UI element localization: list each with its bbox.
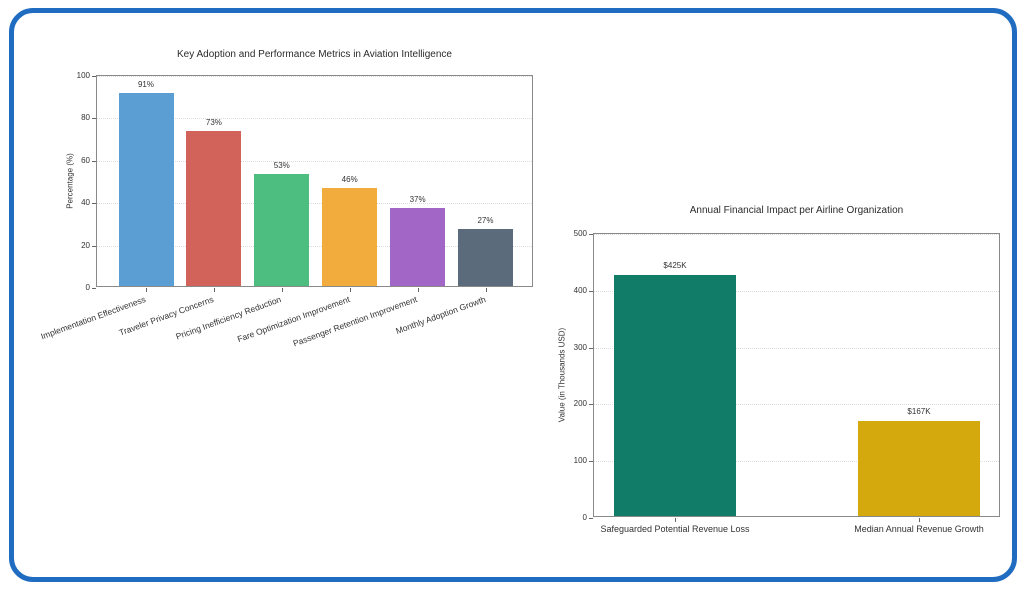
y-tick-label: 200 bbox=[573, 399, 587, 409]
gridline-y-400 bbox=[594, 290, 999, 292]
bar-value-label: 46% bbox=[341, 175, 358, 185]
bar-2 bbox=[254, 173, 310, 286]
bar-4 bbox=[390, 207, 446, 286]
y-tick-label: 500 bbox=[573, 229, 587, 238]
y-tick-mark bbox=[92, 203, 96, 205]
y-tick-mark bbox=[589, 461, 593, 463]
bar-5 bbox=[458, 228, 513, 286]
y-tick-mark bbox=[589, 234, 593, 235]
x-tick-mark bbox=[349, 288, 351, 292]
x-tick-mark bbox=[146, 288, 147, 292]
bar-value-label: 53% bbox=[273, 160, 290, 170]
chart-title: Key Adoption and Performance Metrics in … bbox=[177, 49, 452, 60]
y-tick-label: 0 bbox=[85, 283, 90, 292]
y-tick-label: 400 bbox=[573, 285, 587, 295]
bar-value-label: $425K bbox=[663, 260, 687, 270]
y-tick-mark bbox=[92, 288, 96, 289]
bar-3 bbox=[322, 188, 378, 286]
x-category-label: Median Annual Revenue Growth bbox=[854, 524, 984, 534]
y-tick-label: 80 bbox=[81, 113, 90, 123]
x-tick-mark bbox=[417, 288, 419, 292]
y-tick-label: 100 bbox=[573, 456, 587, 466]
gridline-y-40 bbox=[97, 203, 532, 205]
gridline-y-300 bbox=[594, 347, 999, 349]
gridline-y-100 bbox=[594, 461, 999, 463]
x-tick-mark bbox=[213, 288, 215, 292]
x-tick-mark bbox=[281, 288, 283, 292]
bar-0 bbox=[614, 274, 736, 516]
bar-value-label: 91% bbox=[137, 80, 154, 90]
x-tick-mark bbox=[919, 518, 920, 522]
gridline-y-20 bbox=[97, 245, 532, 247]
chart-title: Annual Financial Impact per Airline Orga… bbox=[689, 205, 904, 216]
bar-value-label: 37% bbox=[409, 194, 426, 204]
bar-1 bbox=[186, 131, 242, 286]
gridline-y-500 bbox=[594, 234, 999, 235]
x-tick-mark bbox=[485, 288, 487, 292]
gridline-y-200 bbox=[594, 404, 999, 406]
y-tick-mark bbox=[589, 290, 593, 292]
bar-0 bbox=[118, 93, 174, 286]
y-tick-mark bbox=[589, 347, 593, 349]
y-tick-mark bbox=[92, 245, 96, 247]
y-tick-label: 100 bbox=[76, 71, 90, 80]
y-tick-label: 20 bbox=[81, 240, 90, 250]
x-category-label: Passenger Retention Improvement bbox=[291, 294, 419, 349]
plot-area: 0 100 200 300 400 500 $425K Safeguarded Potenti… bbox=[574, 230, 1000, 534]
y-tick-label: 40 bbox=[81, 198, 90, 208]
plot-area: 0 20 40 60 80 100 91% Implementation Effectiven… bbox=[39, 72, 533, 348]
gridline-y-60 bbox=[97, 160, 532, 162]
x-tick-mark bbox=[675, 518, 676, 522]
y-tick-mark bbox=[92, 76, 96, 77]
y-tick-label: 300 bbox=[573, 342, 587, 352]
y-tick-mark bbox=[589, 518, 593, 519]
y-tick-mark bbox=[92, 118, 96, 120]
bar-value-label: $167K bbox=[907, 407, 931, 417]
bar-value-label: 73% bbox=[205, 118, 222, 128]
x-category-label: Safeguarded Potential Revenue Loss bbox=[600, 524, 750, 534]
y-tick-mark bbox=[589, 404, 593, 406]
gridline-y-100 bbox=[97, 76, 532, 77]
bar-1 bbox=[858, 421, 980, 516]
y-tick-mark bbox=[92, 160, 96, 162]
y-tick-label: 60 bbox=[81, 155, 90, 165]
bar-value-label: 27% bbox=[477, 215, 494, 225]
gridline-y-80 bbox=[97, 118, 532, 120]
y-tick-label: 0 bbox=[582, 513, 587, 522]
